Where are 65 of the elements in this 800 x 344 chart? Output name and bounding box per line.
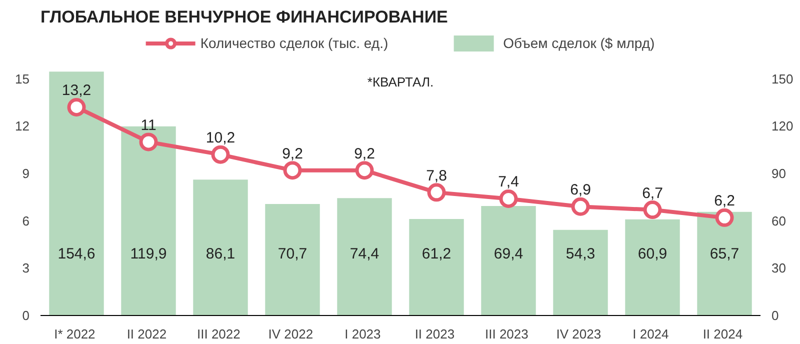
data-label: 13,2 [62, 82, 92, 100]
x-tick-label: III 2022 [197, 326, 240, 342]
x-tick-label: III 2023 [485, 326, 528, 342]
data-label: 54,3 [566, 246, 596, 263]
bar [697, 212, 752, 316]
data-label: 74,4 [350, 246, 380, 263]
bar [553, 230, 608, 316]
annotation: *КВАРТАЛ. [367, 74, 434, 90]
y-tick-label: 12 [15, 118, 30, 134]
point [283, 161, 302, 180]
data-label: 9,2 [282, 145, 303, 162]
point [211, 145, 230, 164]
bar [49, 72, 104, 316]
y2-tick-label: 60 [772, 213, 786, 228]
point [355, 161, 374, 180]
y-tick-label: 6 [22, 213, 30, 228]
point [67, 98, 86, 116]
y-tick-label: 15 [15, 71, 30, 86]
point [571, 197, 590, 216]
point [715, 208, 734, 227]
bar [265, 204, 320, 316]
y2-tick-label: 150 [772, 71, 794, 86]
data-label: 154,6 [58, 246, 96, 263]
y-tick-label: 3 [22, 260, 30, 276]
data-label: 6,2 [714, 192, 735, 210]
chart-title: ГЛОБАЛЬНОЕ ВЕНЧУРНОЕ ФИНАНСИРОВАНИЕ [40, 8, 448, 26]
data-label: 60,9 [638, 246, 668, 263]
legend-label: Количество сделок (тыс. ед.) [200, 35, 388, 51]
data-label: 70,7 [278, 246, 308, 263]
x-tick-label: II 2024 [702, 326, 743, 342]
point [427, 183, 446, 202]
bar [481, 206, 536, 316]
data-label: 10,2 [206, 130, 236, 147]
point [643, 200, 662, 220]
bar [193, 180, 248, 316]
data-label: 7,8 [426, 167, 447, 184]
y2-tick-label: 90 [772, 166, 786, 181]
bar [409, 218, 464, 316]
data-label: 119,9 [130, 246, 167, 263]
data-label: 6,9 [570, 182, 591, 199]
data-label: 7,4 [498, 174, 519, 191]
data-label: 86,1 [206, 246, 236, 263]
x-tick-label: II 2023 [414, 326, 455, 342]
data-label: 65,7 [710, 246, 740, 263]
bar [337, 198, 392, 316]
data-label: 9,2 [354, 145, 375, 162]
legend-label: Объем сделок ($ млрд) [503, 35, 655, 51]
data-label: 69,4 [494, 246, 524, 263]
x-tick-label: I 2023 [344, 326, 381, 342]
y-tick-label: 9 [22, 166, 30, 181]
x-tick-label: IV 2023 [556, 326, 602, 342]
y2-tick-label: 120 [772, 118, 794, 134]
x-tick-label: IV 2022 [268, 326, 314, 342]
x-tick-label: II 2022 [126, 326, 167, 342]
data-label: 11 [140, 116, 156, 134]
point [499, 190, 518, 208]
bar [625, 219, 680, 316]
y-tick-label: 0 [22, 308, 30, 323]
point [139, 132, 158, 152]
y2-tick-label: 30 [772, 260, 786, 276]
y2-tick-label: 0 [772, 308, 779, 323]
data-label: 61,2 [422, 246, 452, 263]
data-label: 6,7 [642, 184, 663, 202]
x-tick-label: I* 2022 [54, 326, 96, 342]
x-tick-label: I 2024 [632, 326, 669, 342]
